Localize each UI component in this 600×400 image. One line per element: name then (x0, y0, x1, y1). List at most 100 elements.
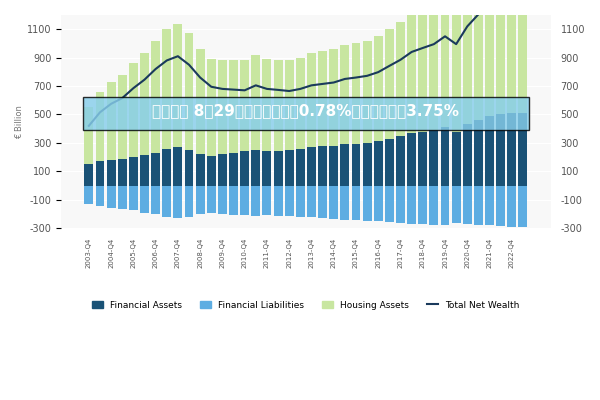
Bar (240, 186, 249, 215)
Bar (340, 144, 349, 186)
Bar (329, 49, 338, 146)
Bar (307, 186, 316, 218)
Bar (162, 148, 171, 186)
Bar (173, 24, 182, 147)
Bar (229, 60, 238, 153)
Bar (374, 36, 383, 142)
Bar (508, 113, 516, 186)
Legend: Financial Assets, Financial Liabilities, Housing Assets, Total Net Wealth: Financial Assets, Financial Liabilities,… (88, 297, 523, 313)
Bar (496, 186, 505, 226)
Bar (196, 49, 205, 154)
Bar (218, 154, 227, 186)
Bar (196, 154, 205, 186)
Bar (95, 186, 104, 206)
Bar (474, 120, 483, 186)
Bar (240, 60, 249, 152)
Bar (518, 113, 527, 186)
Bar (352, 144, 361, 186)
Bar (508, 0, 516, 113)
Bar (318, 51, 327, 146)
Bar (162, 29, 171, 148)
Bar (185, 186, 193, 217)
Bar (185, 34, 193, 150)
Bar (207, 156, 216, 186)
Bar (329, 146, 338, 186)
Bar (207, 186, 216, 213)
Bar (485, 186, 494, 225)
Bar (362, 186, 371, 221)
Bar (251, 186, 260, 216)
Bar (385, 186, 394, 222)
Bar (251, 55, 260, 150)
Bar (285, 60, 293, 150)
Bar (118, 158, 127, 186)
Bar (118, 75, 127, 158)
Bar (463, 0, 472, 124)
Bar (251, 150, 260, 186)
Bar (240, 152, 249, 186)
Bar (129, 157, 138, 186)
Bar (307, 53, 316, 147)
Bar (452, 6, 461, 132)
Bar (218, 186, 227, 214)
Bar (85, 107, 93, 164)
Bar (518, 186, 527, 227)
Bar (329, 186, 338, 219)
Bar (129, 63, 138, 157)
Bar (296, 186, 305, 217)
Bar (140, 186, 149, 212)
Bar (85, 164, 93, 186)
Bar (485, 0, 494, 116)
Bar (407, 133, 416, 186)
Bar (385, 139, 394, 186)
Bar (518, 0, 527, 113)
Bar (140, 155, 149, 186)
Bar (318, 186, 327, 218)
Bar (440, 127, 449, 186)
Bar (95, 92, 104, 161)
Bar (129, 186, 138, 210)
Bar (362, 143, 371, 186)
Bar (218, 60, 227, 154)
Y-axis label: € Billion: € Billion (15, 105, 24, 138)
Bar (151, 40, 160, 153)
Bar (452, 132, 461, 186)
FancyBboxPatch shape (83, 98, 529, 130)
Bar (407, 14, 416, 133)
Text: 扬帆配资 8月29日孚日转债上涨0.78%，转股溢价率3.75%: 扬帆配资 8月29日孚日转债上涨0.78%，转股溢价率3.75% (152, 103, 460, 118)
Bar (485, 116, 494, 186)
Bar (274, 186, 283, 216)
Bar (474, 186, 483, 225)
Bar (496, 0, 505, 114)
Bar (173, 186, 182, 218)
Bar (262, 152, 271, 186)
Bar (508, 186, 516, 227)
Bar (95, 161, 104, 186)
Bar (274, 60, 283, 151)
Bar (463, 186, 472, 224)
Bar (430, 130, 439, 186)
Bar (285, 186, 293, 216)
Bar (352, 43, 361, 144)
Bar (430, 186, 439, 225)
Bar (296, 148, 305, 186)
Bar (396, 136, 405, 186)
Bar (452, 186, 461, 223)
Bar (285, 150, 293, 186)
Bar (229, 186, 238, 215)
Bar (262, 186, 271, 215)
Bar (307, 147, 316, 186)
Bar (374, 186, 383, 221)
Bar (162, 186, 171, 217)
Bar (107, 160, 116, 186)
Bar (151, 153, 160, 186)
Bar (396, 22, 405, 136)
Bar (140, 53, 149, 155)
Bar (385, 29, 394, 139)
Bar (274, 151, 283, 186)
Bar (430, 5, 439, 130)
Bar (474, 0, 483, 120)
Bar (185, 150, 193, 186)
Bar (362, 40, 371, 143)
Bar (418, 132, 427, 186)
